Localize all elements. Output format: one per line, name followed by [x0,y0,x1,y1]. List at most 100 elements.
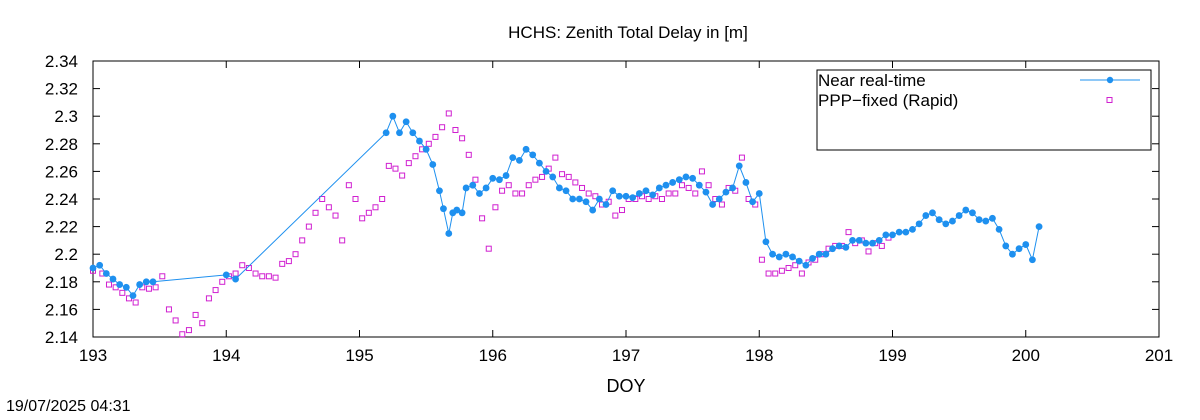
y-tick-label: 2.3 [54,107,78,126]
data-point-near-real-time [715,195,723,203]
legend: Near real-time PPP−fixed (Rapid) [816,69,1152,151]
data-point-near-real-time [109,275,117,283]
data-point-ppp-fixed [565,173,572,180]
data-point-ppp-fixed [192,311,199,318]
data-point-near-real-time [122,283,130,291]
data-point-near-real-time [542,168,550,175]
data-point-near-real-time [909,225,916,233]
data-point-ppp-fixed [345,182,352,189]
data-point-near-real-time [682,173,690,181]
data-point-near-real-time [689,174,697,182]
data-point-ppp-fixed [758,256,765,263]
data-point-near-real-time [975,216,983,224]
data-point-near-real-time [669,179,677,186]
data-point-near-real-time [822,250,830,258]
x-tick-label: 201 [1145,346,1173,365]
data-point-ppp-fixed [432,133,439,140]
data-point-ppp-fixed [239,262,246,269]
data-point-near-real-time [1029,256,1036,264]
data-point-ppp-fixed [412,153,419,160]
data-point-ppp-fixed [165,306,172,313]
data-point-near-real-time [469,181,477,189]
data-point-ppp-fixed [792,262,799,269]
data-point-near-real-time [509,154,517,162]
data-point-near-real-time [516,156,523,164]
data-point-ppp-fixed [685,184,692,191]
data-point-ppp-fixed [579,184,586,191]
data-point-ppp-fixed [492,204,499,211]
data-point-ppp-fixed [485,245,492,252]
data-point-near-real-time [609,187,617,195]
data-point-ppp-fixed [299,237,306,244]
data-point-ppp-fixed [232,270,239,277]
data-point-ppp-fixed [445,110,452,117]
series-layer [89,110,1043,338]
data-point-near-real-time [902,228,910,236]
data-point-ppp-fixed [312,209,319,216]
data-point-ppp-fixed [765,270,772,277]
data-point-near-real-time [709,201,717,208]
data-point-near-real-time [662,181,670,189]
data-point-ppp-fixed [665,190,672,197]
data-point-ppp-fixed [465,151,472,158]
data-point-near-real-time [389,112,397,120]
data-point-near-real-time [396,129,403,137]
data-point-near-real-time [675,176,683,184]
data-point-near-real-time [529,151,537,159]
data-point-ppp-fixed [105,281,112,288]
data-point-near-real-time [935,216,943,224]
data-point-near-real-time [549,173,557,181]
data-point-near-real-time [782,250,790,258]
data-point-near-real-time [422,145,430,153]
data-point-near-real-time [96,261,104,269]
data-point-ppp-fixed [425,140,432,147]
data-point-ppp-fixed [472,176,479,183]
data-point-near-real-time [835,242,843,250]
data-point-near-real-time [942,220,950,228]
data-point-ppp-fixed [559,171,566,178]
y-tick-label: 2.14 [45,328,78,347]
legend-label-near-real-time: Near real-time [818,71,926,90]
data-point-near-real-time [462,184,470,192]
data-point-near-real-time [755,190,763,197]
data-point-near-real-time [436,187,443,195]
data-point-near-real-time [1035,223,1043,231]
timestamp: 19/07/2025 04:31 [6,398,131,415]
data-point-ppp-fixed [152,284,159,291]
data-point-near-real-time [829,245,836,253]
y-tick-label: 2.18 [45,273,78,292]
data-point-near-real-time [949,217,956,225]
data-point-ppp-fixed [259,273,266,280]
chart-title: HCHS: Zenith Total Delay in [m] [508,23,748,42]
data-point-ppp-fixed [252,270,259,277]
data-point-ppp-fixed [519,190,526,197]
data-point-near-real-time [149,278,157,286]
data-point-ppp-fixed [672,190,679,197]
data-point-ppp-fixed [512,190,519,197]
data-point-ppp-fixed [459,135,466,142]
data-point-near-real-time [649,191,657,199]
data-point-ppp-fixed [359,215,366,222]
data-point-ppp-fixed [878,242,885,249]
data-point-ppp-fixed [525,182,532,189]
data-point-near-real-time [496,176,503,184]
data-point-near-real-time [89,264,97,272]
data-point-near-real-time [995,225,1003,233]
x-tick-label: 199 [878,346,906,365]
data-point-ppp-fixed [505,182,512,189]
data-point-near-real-time [458,209,466,217]
data-point-ppp-fixed [705,182,712,189]
data-point-near-real-time [729,184,736,192]
data-point-ppp-fixed [319,196,326,202]
data-point-ppp-fixed [678,182,685,189]
data-point-near-real-time [895,228,903,236]
y-tick-label: 2.16 [45,300,78,319]
data-point-ppp-fixed [119,289,126,296]
x-tick-label: 193 [79,346,107,365]
data-point-near-real-time [116,281,124,288]
data-point-ppp-fixed [172,317,179,324]
data-point-near-real-time [642,187,650,195]
data-point-near-real-time [842,243,850,251]
data-point-ppp-fixed [552,154,559,161]
data-point-ppp-fixed [352,196,359,202]
